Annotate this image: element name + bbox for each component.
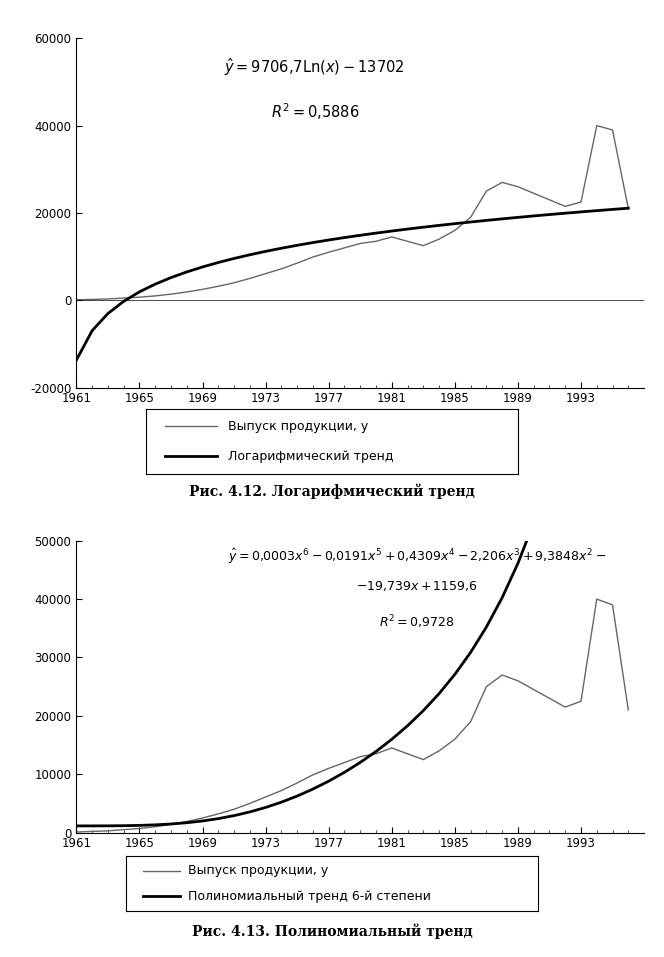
Text: $- 19{,}739x + 1159{,}6$: $- 19{,}739x + 1159{,}6$	[357, 579, 477, 592]
X-axis label: Год, x: Год, x	[339, 856, 382, 870]
Text: Рис. 4.13. Полиномиальный тренд: Рис. 4.13. Полиномиальный тренд	[192, 924, 472, 939]
Text: $R^2 = 0{,}5886$: $R^2 = 0{,}5886$	[270, 101, 359, 122]
X-axis label: Год, x: Год, x	[339, 411, 382, 425]
Text: $\hat{y} = 0{,}0003x^6 - 0{,}0191x^5 + 0{,}4309x^4 - 2{,}206x^3 + 9{,}3848x^2 -$: $\hat{y} = 0{,}0003x^6 - 0{,}0191x^5 + 0…	[228, 546, 606, 566]
Text: $R^2 = 0{,}9728$: $R^2 = 0{,}9728$	[379, 613, 455, 632]
Text: Выпуск продукции, y: Выпуск продукции, y	[228, 420, 368, 433]
Text: Логарифмический тренд: Логарифмический тренд	[228, 450, 393, 462]
Text: Полиномиальный тренд 6-й степени: Полиномиальный тренд 6-й степени	[188, 890, 431, 902]
Text: Выпуск продукции, y: Выпуск продукции, y	[188, 864, 328, 877]
Text: $\hat{y} = 9706{,}7\mathrm{Ln}(x) - 13702$: $\hat{y} = 9706{,}7\mathrm{Ln}(x) - 1370…	[224, 56, 405, 78]
Text: Рис. 4.12. Логарифмический тренд: Рис. 4.12. Логарифмический тренд	[189, 483, 475, 499]
